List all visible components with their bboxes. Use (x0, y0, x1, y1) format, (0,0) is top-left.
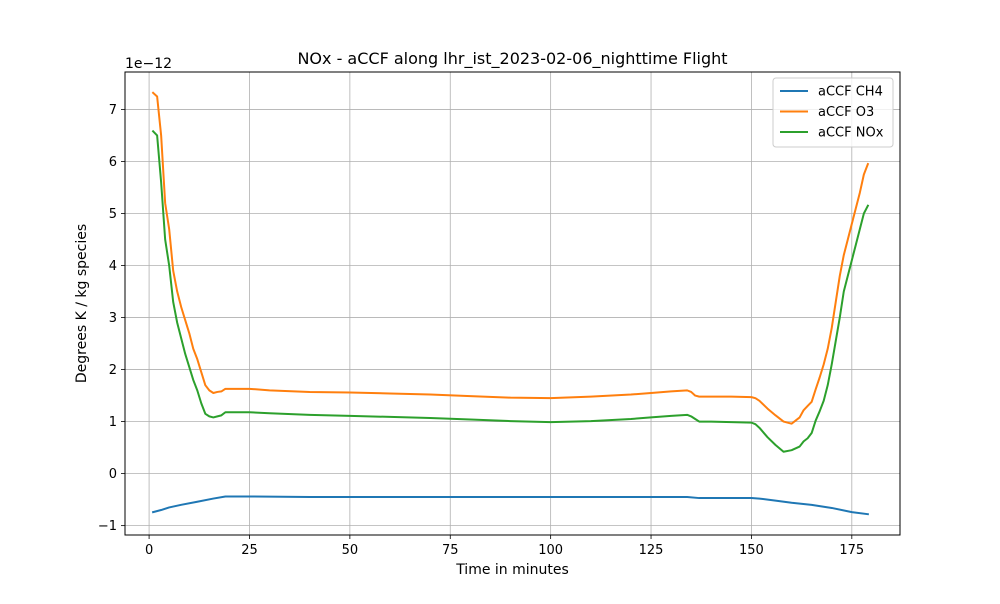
series-line-accf-nox (151, 129, 870, 453)
x-tick-label: 150 (739, 543, 764, 558)
x-tick-label: 75 (442, 543, 459, 558)
legend-box (772, 77, 894, 148)
legend-label: aCCF O3 (818, 105, 874, 120)
x-tick-label: 0 (145, 543, 153, 558)
y-axis-label: Degrees K / kg species (74, 224, 90, 383)
series-line-accf-o3 (151, 91, 870, 425)
legend-label: aCCF CH4 (818, 85, 883, 100)
y-tick-label: 7 (109, 103, 117, 118)
plot-frame (124, 71, 901, 536)
series-line-accf-ch4 (151, 495, 870, 516)
axis-ticks: 0 25 50 75 100 125 150 175 −1 0 1 2 3 4 5 6 7 (98, 103, 864, 558)
legend-label: aCCF NOx (818, 126, 884, 141)
y-tick-label: 1 (109, 415, 117, 430)
y-tick-label: 5 (109, 207, 117, 222)
y-tick-label: −1 (98, 519, 117, 534)
y-tick-label: 0 (109, 467, 117, 482)
x-axis-label: Time in minutes (455, 562, 569, 578)
x-tick-label: 25 (241, 543, 258, 558)
x-tick-label: 175 (839, 543, 864, 558)
y-tick-label: 3 (109, 311, 117, 326)
plot-area (125, 72, 900, 535)
x-tick-label: 100 (538, 543, 563, 558)
x-tick-label: 125 (639, 543, 664, 558)
legend: aCCF CH4 aCCF O3 aCCF NOx (772, 77, 894, 148)
y-tick-label: 6 (109, 155, 117, 170)
y-axis-offset-label: 1e−12 (125, 56, 172, 72)
y-tick-label: 4 (109, 259, 117, 274)
y-tick-label: 2 (109, 363, 117, 378)
chart-title: NOx - aCCF along lhr_ist_2023-02-06_nigh… (297, 49, 727, 69)
x-tick-label: 50 (342, 543, 359, 558)
series-lines (151, 91, 870, 516)
